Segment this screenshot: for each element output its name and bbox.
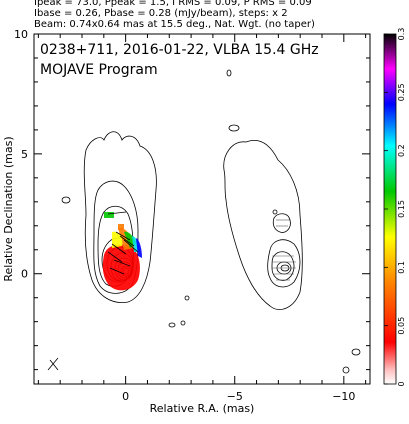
y-tick-label: 0 (21, 268, 28, 281)
noise-contour (61, 196, 71, 204)
noise-contour (272, 209, 278, 215)
header-line-1: Ipeak = 73.0, Ppeak = 1.5, I RMS = 0.09,… (34, 0, 312, 8)
x-tick-label: −5 (227, 390, 243, 403)
y-tick-label: 5 (21, 148, 28, 161)
noise-contour (228, 124, 240, 132)
colorbar-tick-label: 0.1 (397, 261, 406, 274)
x-tick-label: −10 (332, 390, 355, 403)
contour-level-1 (83, 131, 157, 303)
pol-region-blue (136, 238, 142, 258)
plot-frame (33, 33, 371, 385)
fractional-polarization-overlay (102, 212, 142, 291)
pol-region-red (102, 244, 140, 291)
plot-subtitle: MOJAVE Program (40, 62, 158, 78)
colorbar-tick-label: 0.15 (397, 200, 406, 218)
noise-contour (180, 320, 186, 326)
colorbar-tick-label: 0.2 (397, 144, 406, 157)
evpa-vectors (107, 211, 139, 275)
pol-region-green-top (104, 212, 114, 218)
beam-marker (47, 357, 59, 371)
x-axis-title: Relative R.A. (mas) (150, 402, 255, 415)
pol-region-yellow (112, 231, 123, 248)
header-line-3: Beam: 0.74x0.64 mas at 15.5 deg., Nat. W… (34, 19, 315, 30)
header-line-2: Ibase = 0.26, Pbase = 0.28 (mJy/beam), s… (34, 8, 288, 19)
pol-contour-level-1 (223, 140, 303, 310)
y-tick-label: 10 (14, 28, 28, 41)
noise-contour (168, 322, 176, 328)
noise-contour (342, 366, 350, 374)
noise-contour (351, 348, 361, 356)
plot-title: 0238+711, 2016-01-22, VLBA 15.4 GHz (40, 42, 319, 58)
noise-contour (184, 295, 190, 301)
y-axis-title: Relative Declination (mas) (2, 136, 15, 281)
pol-intensity-hatching (272, 219, 296, 281)
colorbar-tick-label: 0.05 (397, 317, 406, 335)
x-tick-label: 0 (122, 390, 129, 403)
pol-region-orange-small (118, 224, 124, 230)
colorbar-tick-label: 0 (397, 381, 406, 386)
contour-layer (47, 69, 361, 374)
colorbar-tick-label: 0.25 (397, 83, 406, 101)
pol-contour-knot (272, 213, 291, 233)
colorbar-tick-label: 0.3 (397, 28, 406, 41)
pol-contour-level-2 (267, 239, 301, 288)
noise-contour (226, 69, 232, 77)
